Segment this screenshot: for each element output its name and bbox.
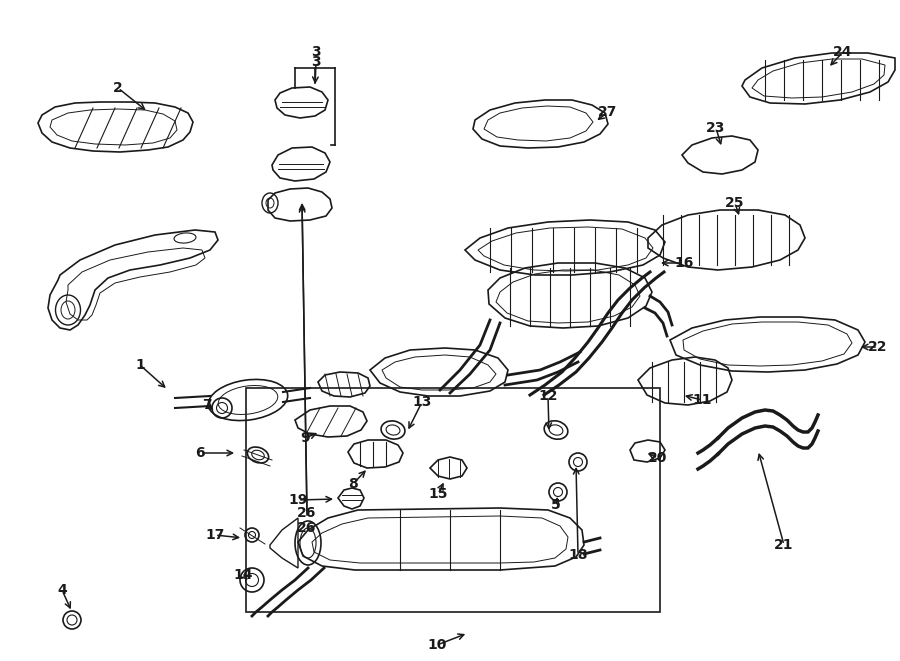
Text: 22: 22 xyxy=(868,340,887,354)
Text: 24: 24 xyxy=(833,45,853,59)
Text: 7: 7 xyxy=(202,398,211,412)
Text: 17: 17 xyxy=(205,528,225,542)
Text: 23: 23 xyxy=(706,121,725,135)
Text: 4: 4 xyxy=(57,583,67,597)
Text: 9: 9 xyxy=(301,431,310,445)
Text: 5: 5 xyxy=(551,498,561,512)
Text: 16: 16 xyxy=(674,256,694,270)
Text: 18: 18 xyxy=(568,548,588,562)
Text: 27: 27 xyxy=(598,105,617,119)
Text: 10: 10 xyxy=(428,638,446,652)
Text: 3: 3 xyxy=(311,55,320,69)
Text: 1: 1 xyxy=(135,358,145,372)
Text: 3: 3 xyxy=(311,45,320,59)
Text: 14: 14 xyxy=(233,568,253,582)
Text: 12: 12 xyxy=(538,389,558,403)
Text: 25: 25 xyxy=(725,196,745,210)
Text: 11: 11 xyxy=(692,393,712,407)
Text: 19: 19 xyxy=(288,493,308,507)
Text: 2: 2 xyxy=(113,81,123,95)
Text: 26: 26 xyxy=(297,521,317,535)
Text: 26: 26 xyxy=(297,506,317,520)
Text: 13: 13 xyxy=(412,395,432,409)
Text: 6: 6 xyxy=(195,446,205,460)
Text: 8: 8 xyxy=(348,477,358,491)
Text: 20: 20 xyxy=(648,451,668,465)
Text: 15: 15 xyxy=(428,487,448,501)
Text: 21: 21 xyxy=(774,538,794,552)
